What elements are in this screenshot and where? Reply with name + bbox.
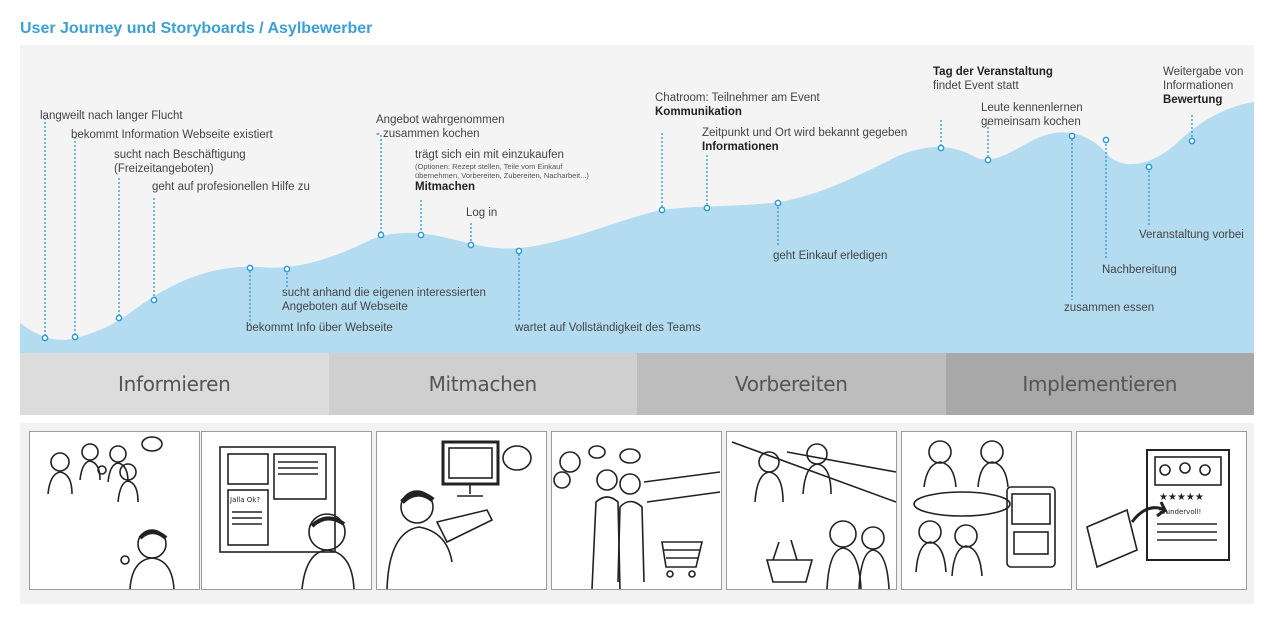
step-label-line: (Freizeitangeboten) xyxy=(114,163,214,175)
step-phase-label: Kommunikation xyxy=(655,106,742,118)
journey-point xyxy=(703,204,711,212)
journey-point xyxy=(984,156,992,164)
step-label: Veranstaltung vorbei xyxy=(1139,229,1244,241)
storyboard-mitmachen-computer xyxy=(376,431,547,590)
step-label-options: übernehmen, Vorbereiten, Zubereiten, Nac… xyxy=(415,171,589,180)
phase-vorbereiten: Vorbereiten xyxy=(637,353,946,415)
step-label: Angebot wahrgenommen - zusammen kochen xyxy=(376,113,505,141)
step-label: sucht nach Beschäftigung (Freizeitangebo… xyxy=(114,148,246,176)
phase-informieren: Informieren xyxy=(20,353,329,415)
journey-point xyxy=(467,241,475,249)
journey-point xyxy=(417,231,425,239)
storyboard-informieren-poster: Jalla Ok? xyxy=(201,431,372,590)
journey-point xyxy=(1145,163,1153,171)
phase-bar: Informieren Mitmachen Vorbereiten Implem… xyxy=(20,353,1254,415)
step-label: geht auf profesionellen Hilfe zu xyxy=(152,181,310,193)
journey-point xyxy=(246,264,254,272)
storyboard-implementieren-dinner xyxy=(901,431,1072,590)
storyboard-vorbereiten-shopping xyxy=(551,431,722,590)
step-label: bekommt Information Webseite existiert xyxy=(71,129,273,141)
page-title: User Journey und Storyboards / Asylbewer… xyxy=(20,20,373,37)
storyboard-vorbereiten-kitchen xyxy=(726,431,897,590)
step-label-line: Angebot wahrgenommen xyxy=(376,114,505,126)
journey-point xyxy=(1102,136,1110,144)
step-label-line: sucht nach Beschäftigung xyxy=(114,149,246,161)
step-label-line: Informationen xyxy=(1163,80,1234,92)
phase-implementieren: Implementieren xyxy=(945,353,1254,415)
step-phase-label: Bewertung xyxy=(1163,94,1223,106)
step-label: sucht anhand die eigenen interessierten … xyxy=(282,286,486,314)
step-label: Leute kennenlernen gemeinsam kochen xyxy=(981,101,1083,129)
step-label: wartet auf Vollständigkeit des Teams xyxy=(515,322,701,334)
storyboard-sketch xyxy=(731,441,897,590)
step-label-line: Weitergabe von xyxy=(1163,66,1244,78)
step-label: trägt sich ein mit einzukaufen (Optionen… xyxy=(415,148,589,194)
storyboard-sketch: Jalla Ok? xyxy=(219,446,355,590)
step-label: Tag der Veranstaltung findet Event statt xyxy=(933,65,1053,93)
journey-point xyxy=(1188,137,1196,145)
phase-mitmachen: Mitmachen xyxy=(328,353,637,415)
journey-point xyxy=(377,231,385,239)
journey-point xyxy=(1068,132,1076,140)
journey-point xyxy=(71,333,79,341)
storyboard-implementieren-rating: ★★★★★ Wundervoll! xyxy=(1076,431,1247,590)
step-label-line: Angeboten auf Webseite xyxy=(282,301,408,313)
step-label: bekommt Info über Webseite xyxy=(246,322,393,334)
hand-text: Jalla Ok? xyxy=(229,496,260,504)
journey-point xyxy=(41,334,49,342)
step-label: Log in xyxy=(466,207,498,219)
journey-point xyxy=(937,144,945,152)
step-phase-label: Mitmachen xyxy=(415,181,476,193)
step-label: Nachbereitung xyxy=(1102,264,1177,276)
svg-text:★★★★★: ★★★★★ xyxy=(1159,492,1204,503)
journey-point xyxy=(150,296,158,304)
storyboard-sketch xyxy=(553,445,721,590)
storyboard-strip: Jalla Ok? xyxy=(20,423,1254,604)
journey-curve xyxy=(20,102,1254,353)
step-label-line: Zeitpunkt und Ort wird bekannt gegeben xyxy=(702,127,908,139)
journey-map: langweilt nach langer Flucht bekommt Inf… xyxy=(20,45,1254,353)
journey-point xyxy=(658,206,666,214)
step-phase-label: Tag der Veranstaltung xyxy=(933,66,1053,78)
step-label-line: findet Event statt xyxy=(933,80,1019,92)
journey-point xyxy=(774,199,782,207)
storyboard-sketch xyxy=(913,440,1056,577)
hand-text: Wundervoll! xyxy=(1159,508,1201,516)
step-label-line: trägt sich ein mit einzukaufen xyxy=(415,149,564,161)
storyboard-sketch xyxy=(47,436,175,590)
step-label-line: gemeinsam kochen xyxy=(981,116,1081,128)
step-label: zusammen essen xyxy=(1064,302,1155,314)
step-label-options: (Optionen: Rezept stellen, Teile vom Ein… xyxy=(415,162,563,171)
step-label-line: sucht anhand die eigenen interessierten xyxy=(282,287,486,299)
step-label: Chatroom: Teilnehmer am Event Kommunikat… xyxy=(655,91,820,119)
step-label: geht Einkauf erledigen xyxy=(773,250,888,262)
step-phase-label: Informationen xyxy=(702,141,779,153)
step-label: langweilt nach langer Flucht xyxy=(40,110,183,122)
step-label-line: Leute kennenlernen xyxy=(981,102,1083,114)
step-label-line: - zusammen kochen xyxy=(376,128,480,140)
storyboard-informieren-friends xyxy=(29,431,200,590)
step-label: Weitergabe von Informationen Bewertung xyxy=(1163,65,1243,107)
journey-point xyxy=(115,314,123,322)
journey-point xyxy=(515,247,523,255)
step-label: Zeitpunkt und Ort wird bekannt gegeben I… xyxy=(702,126,907,154)
storyboard-sketch: ★★★★★ Wundervoll! xyxy=(1086,449,1230,569)
storyboard-sketch xyxy=(386,440,532,590)
step-label-line: Chatroom: Teilnehmer am Event xyxy=(655,92,820,104)
journey-point xyxy=(283,265,291,273)
